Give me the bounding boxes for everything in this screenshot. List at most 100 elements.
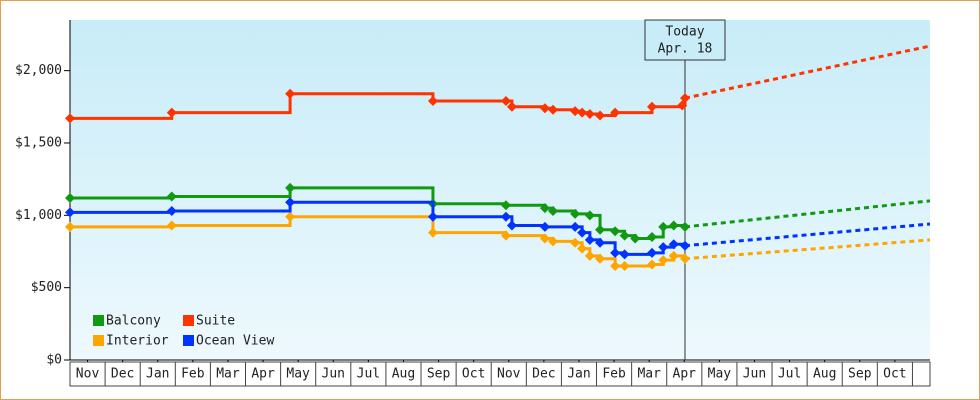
point [658,255,669,266]
point [285,182,296,193]
point [679,253,690,264]
legend-label: Balcony [106,314,161,329]
point [610,260,621,271]
point [427,96,438,107]
x-tick-label: Jun [743,367,766,382]
x-tick-label: Feb [602,367,626,382]
point [570,106,581,117]
point [668,239,679,250]
series-line [70,200,687,256]
y-tick-label: $0 [46,353,62,368]
legend-swatch [183,335,194,346]
point [65,113,75,124]
point [65,207,75,218]
point [646,247,657,258]
legend-label: Suite [196,314,235,329]
point [595,224,606,235]
x-tick-label: Feb [181,367,205,382]
point [500,211,511,222]
x-tick-label: Jan [146,367,169,382]
point [166,107,177,118]
point [584,250,595,261]
x-tick-label: Dec [532,367,555,382]
x-tick-label: Apr [251,367,275,382]
point [427,211,438,222]
x-tick-label: Sep [848,367,872,382]
point [506,220,517,231]
point [500,200,511,211]
y-tick-label: $2,000 [15,63,62,78]
plot-area [70,20,930,360]
y-tick-label: $500 [31,280,62,295]
x-tick-label: Nov [497,367,521,382]
y-tick-label: $1,500 [15,135,62,150]
point [610,226,621,237]
legend-swatch [93,315,104,326]
point [619,260,630,271]
point [658,221,669,232]
point [548,104,559,115]
today-label: Apr. 18 [658,42,713,57]
point [285,88,296,99]
x-tick-label: Jul [357,367,380,382]
point [610,247,621,258]
point [584,234,595,245]
legend-label: Ocean View [196,334,274,349]
point [570,221,581,232]
point [577,227,588,238]
x-tick-label: Oct [883,367,906,382]
point [500,230,511,241]
point [65,221,75,232]
point [630,233,641,244]
point [595,253,606,264]
x-tick-label: Oct [462,367,485,382]
point [668,220,679,231]
point [668,250,679,261]
point [679,221,690,232]
point [539,203,550,214]
x-tick-label: Aug [813,367,836,382]
forecast-line [684,238,931,261]
point [166,205,177,216]
point [595,110,606,121]
point [646,232,657,243]
point [506,101,517,112]
point [570,237,581,248]
point [65,192,75,203]
x-tick-label: Apr [673,367,697,382]
x-tick-label: Jul [778,367,801,382]
point [619,230,630,241]
legend-swatch [183,315,194,326]
x-tick-label: May [286,367,310,382]
forecast-line [684,222,931,248]
point [285,211,296,222]
y-tick-label: $1,000 [15,208,62,223]
point [427,227,438,238]
point [166,220,177,231]
point [285,197,296,208]
point [677,100,688,111]
point [595,237,606,248]
point [679,240,690,251]
point [646,101,657,112]
point [679,93,690,104]
legend-label: Interior [106,334,169,349]
x-tick-label: Jan [567,367,590,382]
point [548,236,559,247]
point [646,259,657,270]
point [584,210,595,221]
point [584,109,595,120]
x-tick-label: Sep [427,367,451,382]
point [570,208,581,219]
point [500,96,511,107]
point [658,242,669,253]
x-tick-label: Mar [637,367,661,382]
point [610,107,621,118]
x-tick-label: Mar [216,367,240,382]
today-box [644,19,726,61]
x-tick-label: Dec [111,367,134,382]
point [166,191,177,202]
x-tick-label: Jun [322,367,345,382]
point [548,205,559,216]
